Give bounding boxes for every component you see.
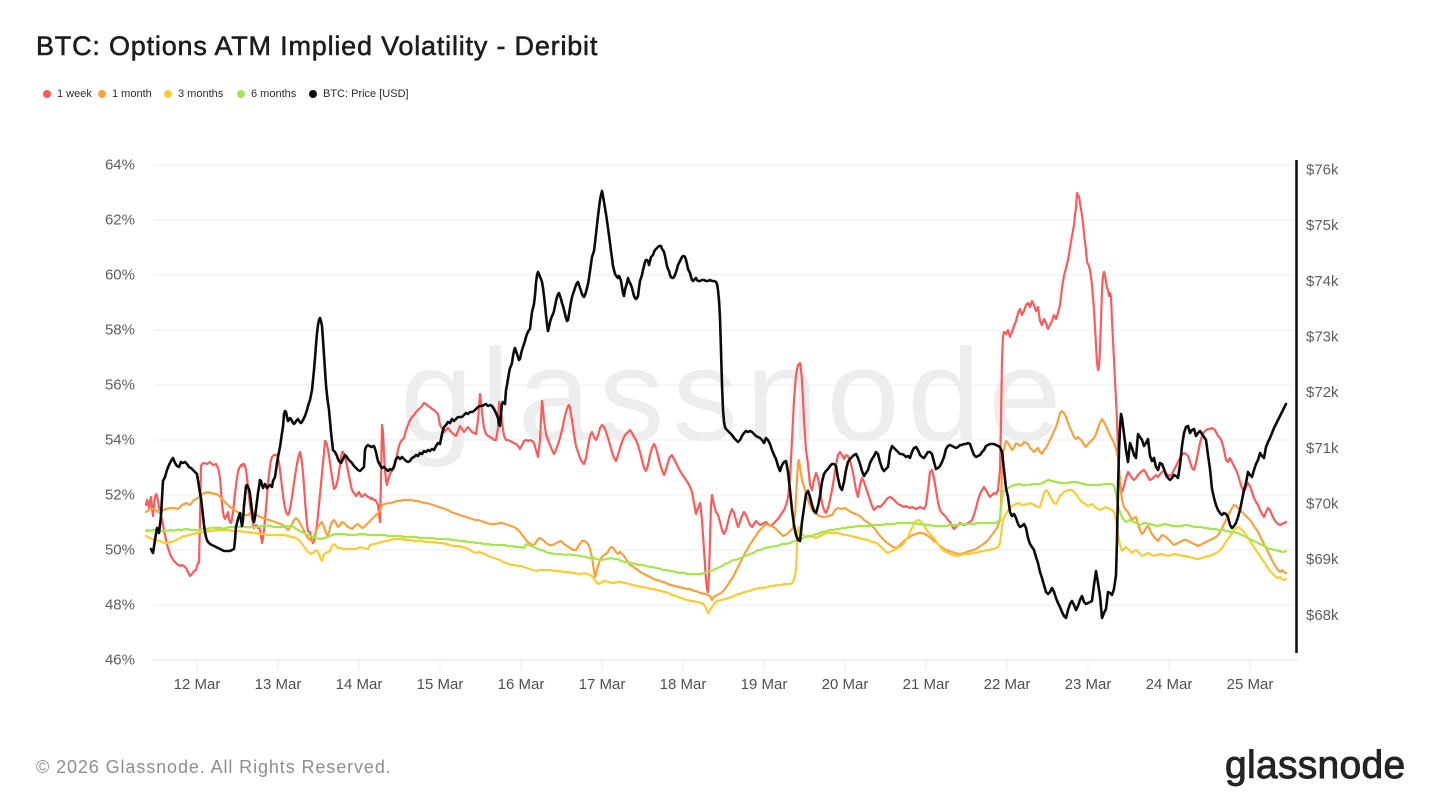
svg-text:$70k: $70k [1306,496,1339,513]
svg-text:19 Mar: 19 Mar [741,676,788,693]
svg-text:12 Mar: 12 Mar [174,676,221,693]
svg-text:$76k: $76k [1306,161,1339,178]
svg-text:20 Mar: 20 Mar [822,676,869,693]
svg-text:15 Mar: 15 Mar [417,676,464,693]
svg-text:$68k: $68k [1306,607,1339,624]
svg-text:22 Mar: 22 Mar [984,676,1031,693]
svg-text:17 Mar: 17 Mar [579,676,626,693]
svg-text:glassnode: glassnode [400,321,1069,468]
svg-text:48%: 48% [105,596,135,613]
svg-text:$74k: $74k [1306,273,1339,290]
svg-text:54%: 54% [105,431,135,448]
svg-text:58%: 58% [105,321,135,338]
svg-text:52%: 52% [105,486,135,503]
svg-text:$73k: $73k [1306,329,1339,346]
svg-text:13 Mar: 13 Mar [255,676,302,693]
svg-text:$72k: $72k [1306,384,1339,401]
svg-text:23 Mar: 23 Mar [1065,676,1112,693]
svg-text:46%: 46% [105,651,135,668]
svg-text:$69k: $69k [1306,551,1339,568]
svg-text:64%: 64% [105,156,135,173]
svg-text:18 Mar: 18 Mar [660,676,707,693]
svg-text:60%: 60% [105,266,135,283]
svg-text:16 Mar: 16 Mar [498,676,545,693]
svg-text:$71k: $71k [1306,440,1339,457]
svg-text:25 Mar: 25 Mar [1227,676,1274,693]
svg-text:14 Mar: 14 Mar [336,676,383,693]
svg-text:62%: 62% [105,211,135,228]
svg-text:24 Mar: 24 Mar [1146,676,1193,693]
svg-text:50%: 50% [105,541,135,558]
svg-text:21 Mar: 21 Mar [903,676,950,693]
svg-text:$75k: $75k [1306,217,1339,234]
svg-text:56%: 56% [105,376,135,393]
